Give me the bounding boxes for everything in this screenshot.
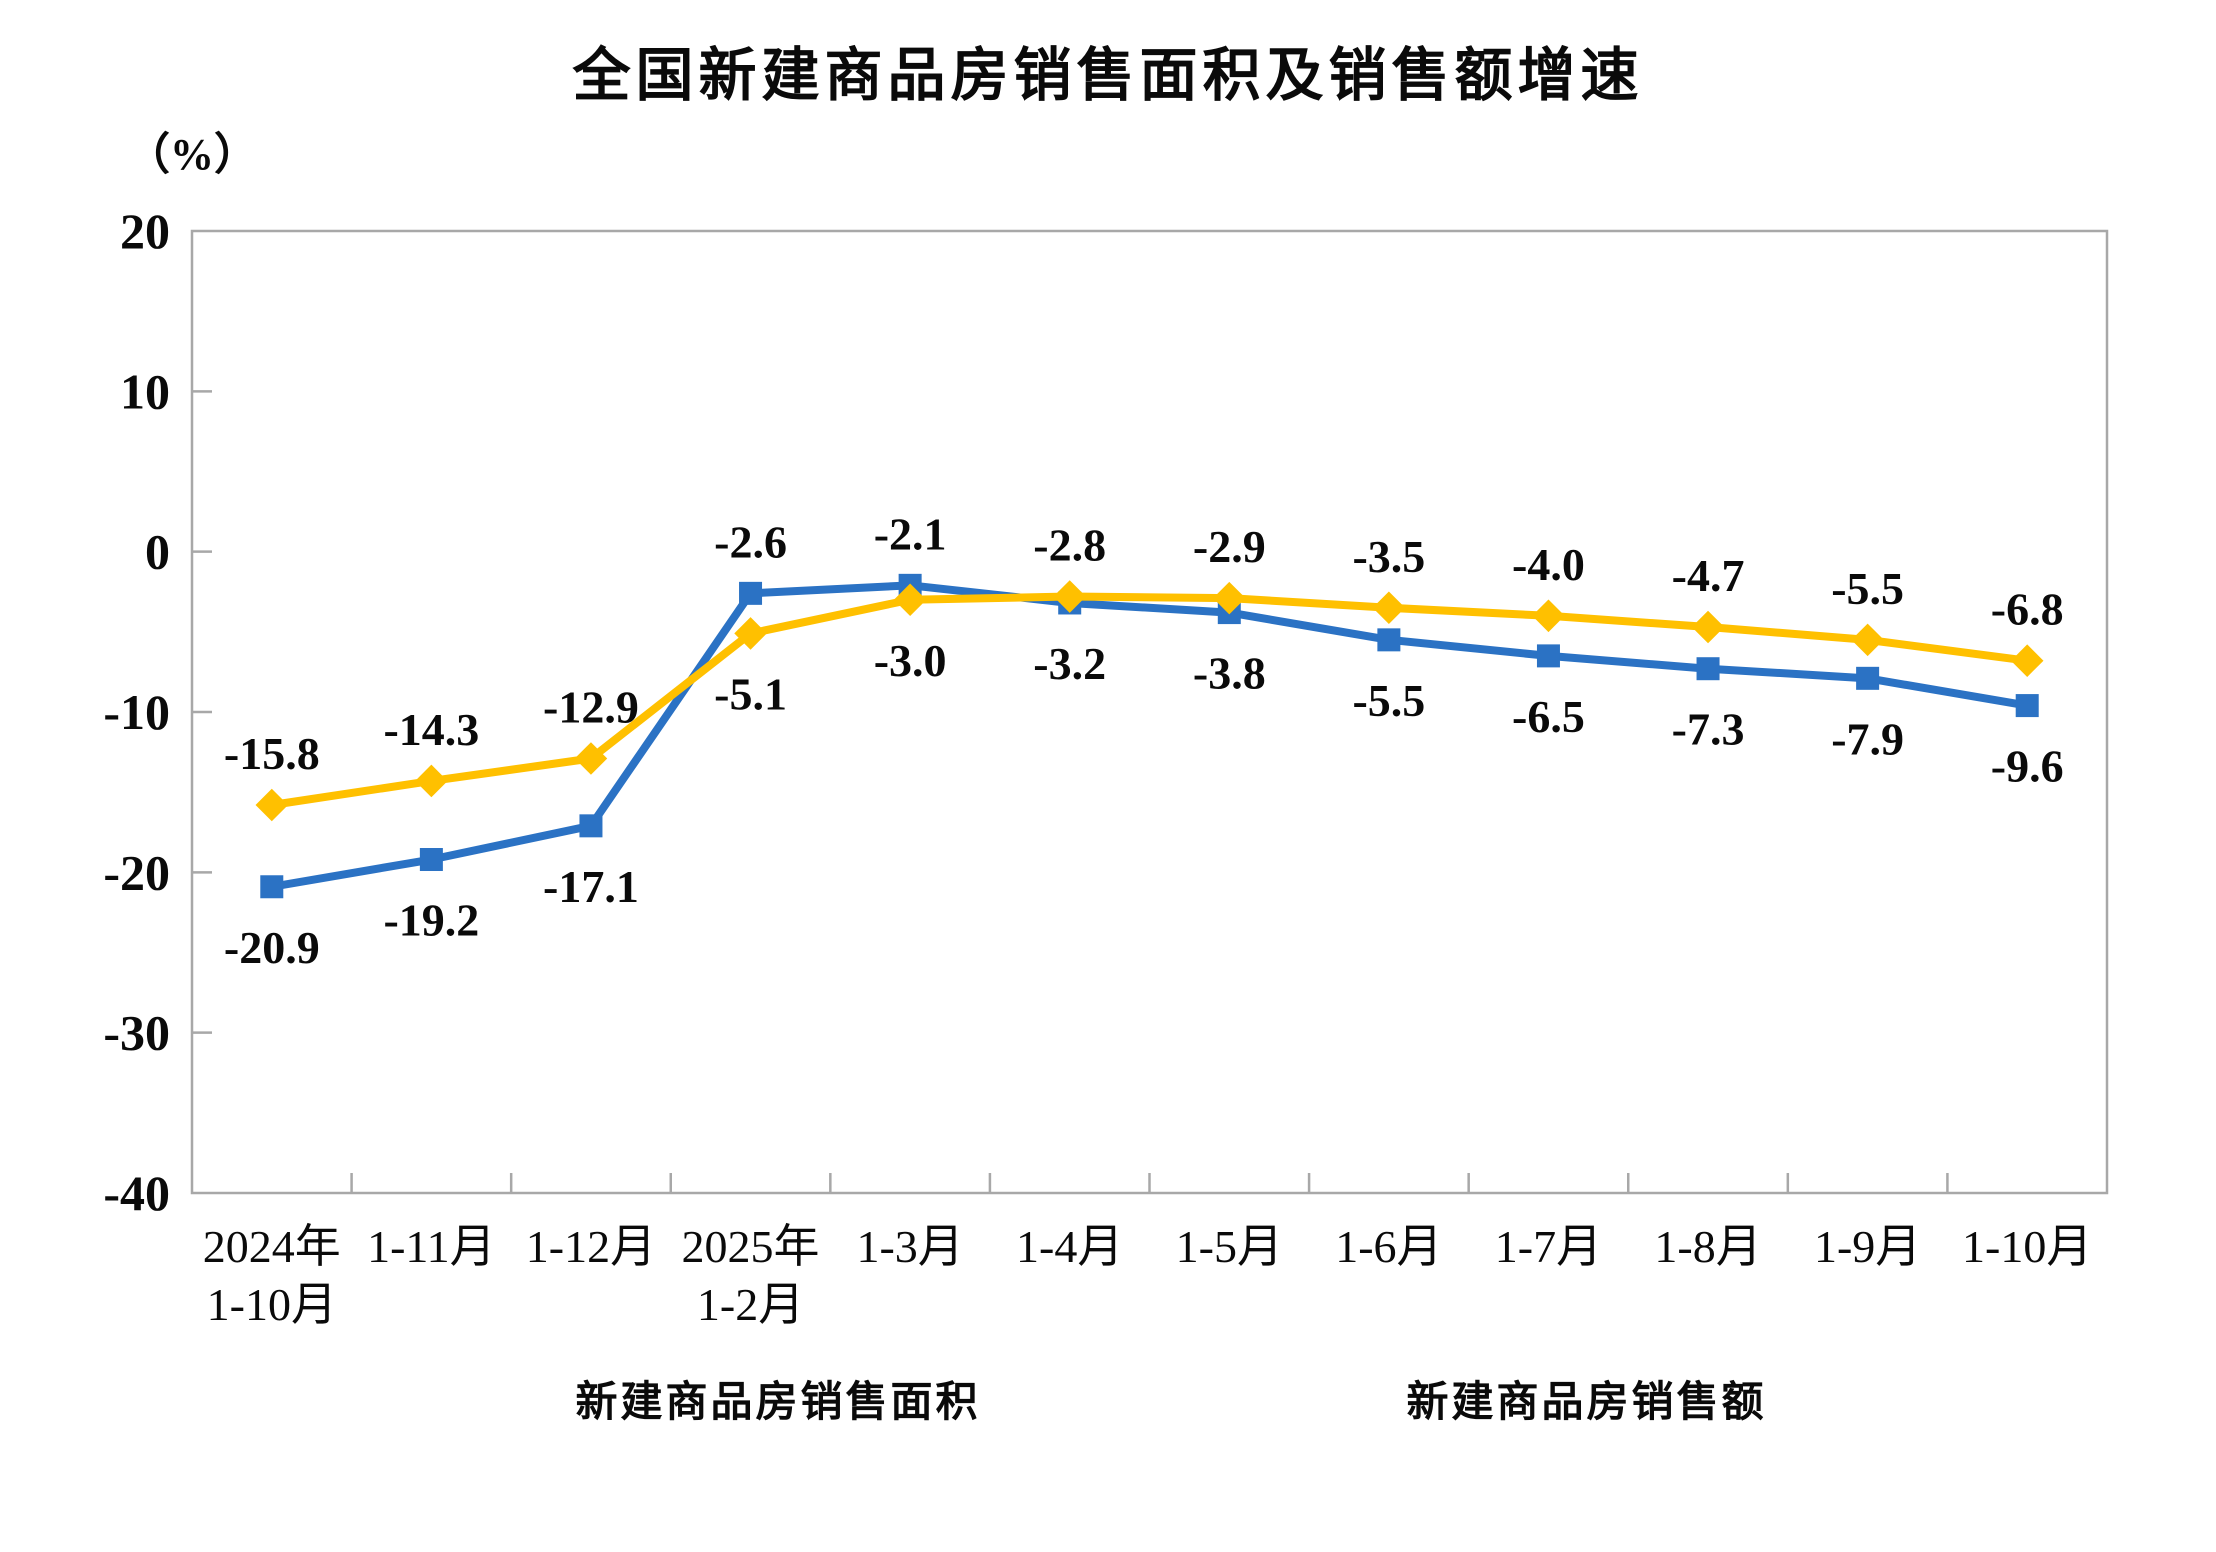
- data-label: -7.3: [1672, 704, 1745, 755]
- y-tick-label: -30: [103, 1005, 170, 1061]
- y-tick-label: -10: [103, 684, 170, 740]
- series-marker-diamond: [734, 617, 767, 650]
- y-tick-label: -20: [103, 844, 170, 900]
- series-marker-diamond: [255, 788, 289, 822]
- y-tick-label: 20: [120, 203, 170, 259]
- data-label: -19.2: [383, 895, 479, 946]
- series-marker-square: [2015, 694, 2039, 718]
- series-marker-square: [579, 814, 603, 838]
- data-label: -5.5: [1352, 675, 1425, 726]
- chart-title: 全国新建商品房销售面积及销售额增速: [572, 43, 1644, 108]
- data-label: -2.6: [714, 516, 787, 567]
- data-label: -2.8: [1033, 520, 1106, 571]
- data-label: -4.0: [1512, 539, 1585, 590]
- data-label: -7.9: [1831, 713, 1904, 764]
- series-marker-diamond: [1691, 610, 1725, 644]
- diamond-marker-icon: [489, 1382, 523, 1416]
- series-marker-square: [1696, 657, 1720, 681]
- series-marker-diamond: [2010, 644, 2044, 677]
- data-label: -3.8: [1193, 648, 1266, 699]
- data-label: -6.8: [1991, 584, 2064, 635]
- x-category-label: 1-12月: [526, 1221, 656, 1272]
- data-label: -17.1: [543, 861, 639, 912]
- x-category-label: 1-4月: [1016, 1221, 1123, 1272]
- legend-label-sales-value: 新建商品房销售额: [1406, 1380, 1767, 1426]
- data-label: -5.1: [714, 668, 787, 719]
- legend-item-sales-area: 新建商品房销售面积: [449, 1368, 980, 1429]
- legend: 新建商品房销售面积 新建商品房销售额: [0, 1368, 2216, 1429]
- data-label: -3.2: [1033, 638, 1106, 689]
- series-line-sales-value: [267, 581, 2032, 891]
- series-marker-diamond: [893, 583, 927, 617]
- data-label: -3.5: [1352, 531, 1425, 582]
- x-category-label: 1-11月: [367, 1221, 496, 1272]
- data-label: -9.6: [1991, 741, 2064, 792]
- x-category-label: 1-7月: [1495, 1221, 1602, 1272]
- series-marker-diamond: [1851, 623, 1884, 657]
- series-marker-diamond: [415, 764, 448, 798]
- data-label: -4.7: [1672, 550, 1745, 601]
- data-label: -6.5: [1512, 691, 1585, 742]
- data-label: -14.3: [383, 704, 479, 755]
- x-category-label: 1-10月: [207, 1279, 337, 1330]
- series-marker-diamond: [1532, 599, 1565, 633]
- series-marker-diamond: [1053, 580, 1086, 613]
- data-label: -12.9: [543, 681, 639, 732]
- y-tick-label: 10: [120, 363, 170, 419]
- x-category-label: 1-10月: [1962, 1221, 2092, 1272]
- series-marker-square: [419, 848, 443, 872]
- series-marker-diamond: [574, 742, 608, 775]
- x-category-label: 1-5月: [1176, 1221, 1283, 1272]
- data-label: -5.5: [1831, 563, 1904, 614]
- x-category-label: 1-9月: [1814, 1221, 1921, 1272]
- x-category-label: 1-8月: [1654, 1221, 1761, 1272]
- data-label: -2.9: [1193, 521, 1266, 572]
- sales-area-marker-icon: [449, 1384, 561, 1414]
- series-marker-square: [1856, 666, 1880, 690]
- sales-value-marker-icon: [1281, 1384, 1393, 1414]
- legend-item-sales-value: 新建商品房销售额: [1281, 1368, 1767, 1429]
- series-marker-square: [1536, 644, 1560, 668]
- series-marker-square: [1377, 628, 1401, 652]
- data-label: -3.0: [874, 635, 947, 686]
- x-category-label: 1-2月: [697, 1279, 804, 1330]
- data-label: -20.9: [224, 922, 320, 973]
- series-marker-square: [260, 875, 284, 899]
- y-axis-unit-label: （%）: [126, 130, 258, 179]
- legend-label-sales-area: 新建商品房销售面积: [575, 1380, 981, 1426]
- data-label: -2.1: [874, 508, 947, 559]
- x-category-label: 1-6月: [1335, 1221, 1442, 1272]
- x-category-label: 2024年: [203, 1221, 341, 1272]
- y-tick-label: -40: [103, 1165, 170, 1221]
- y-tick-label: 0: [145, 524, 170, 580]
- x-category-label: 2025年: [682, 1221, 820, 1272]
- square-marker-icon: [1326, 1388, 1349, 1411]
- series-marker-square: [739, 581, 763, 605]
- series-marker-diamond: [1213, 581, 1246, 615]
- x-category-label: 1-3月: [856, 1221, 963, 1272]
- data-label: -15.8: [224, 728, 320, 779]
- series-line-sales-area: [267, 592, 2032, 809]
- series-marker-diamond: [1372, 591, 1406, 625]
